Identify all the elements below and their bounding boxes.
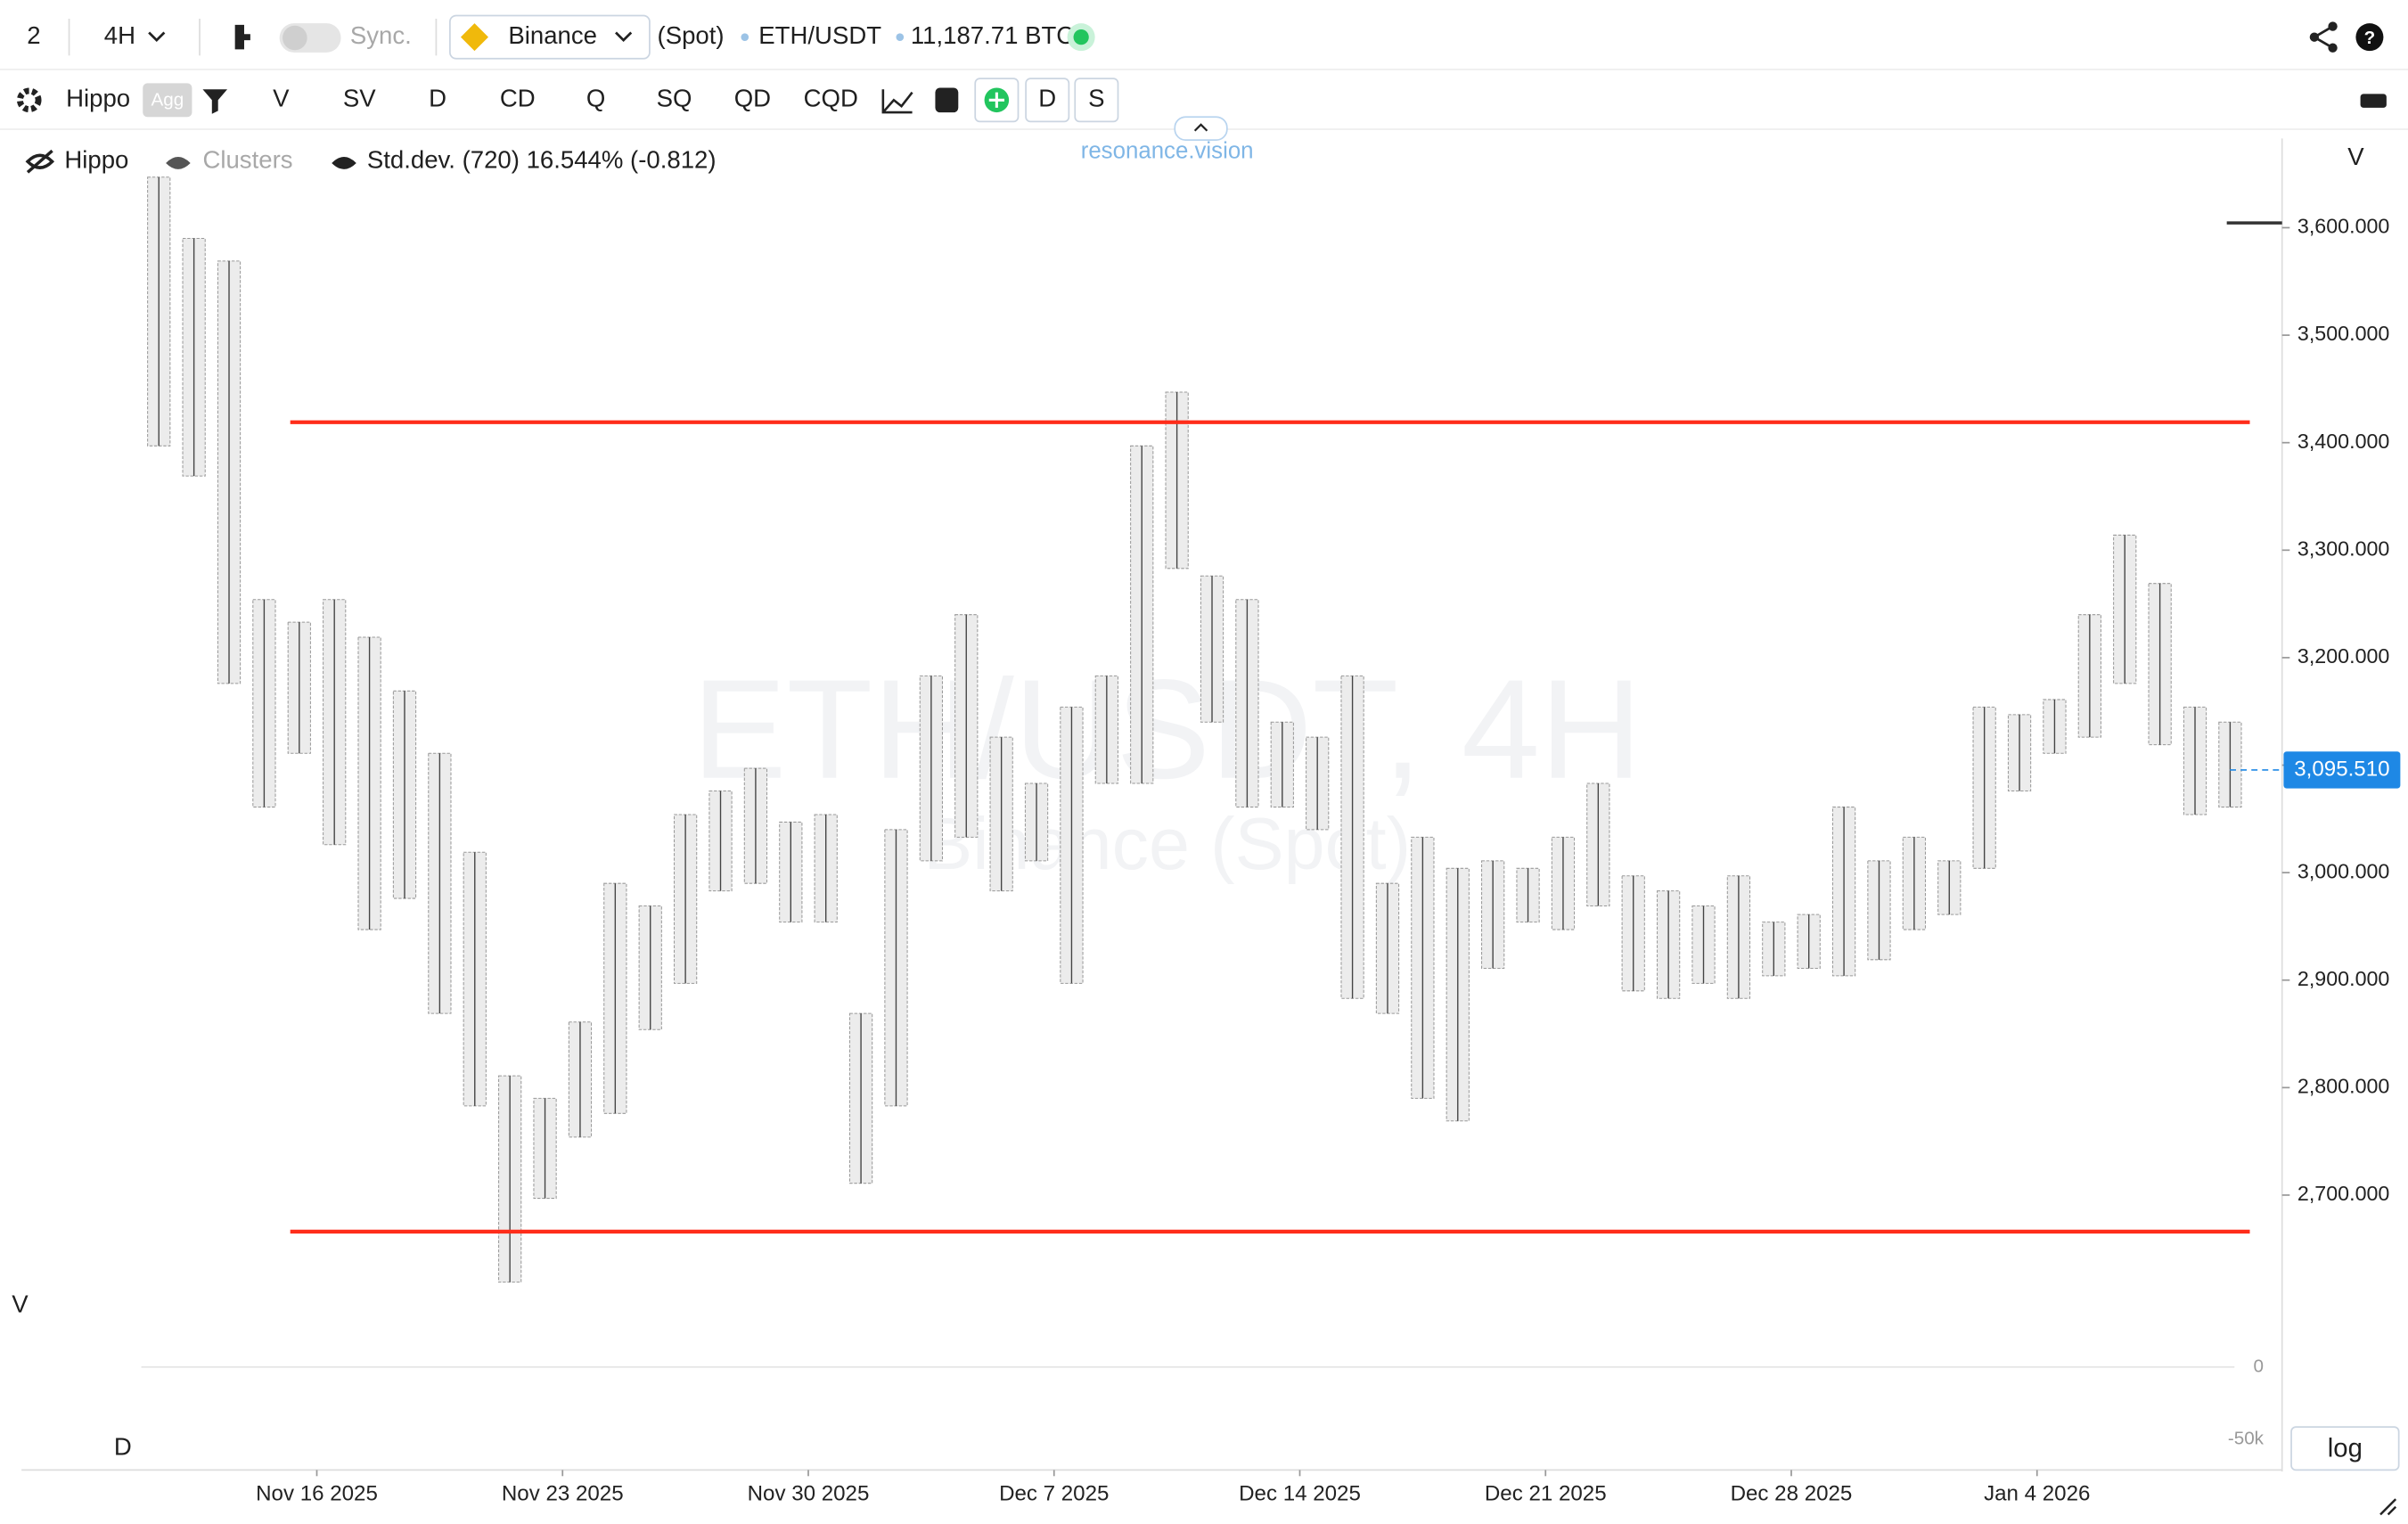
y-tick-label: 3,500.000 [2297,322,2390,345]
layout-count[interactable]: 2 [27,21,40,49]
last-price-label: 3,095.510 [2294,757,2389,781]
market: (Spot) [658,21,725,49]
toolbar-button[interactable]: Q [586,85,605,112]
last-price-badge [2283,751,2401,789]
agg: Agg [151,90,184,111]
help-glyph: ? [2364,28,2376,48]
hide-icon[interactable] [25,149,55,174]
line-chart-icon[interactable] [881,89,913,114]
x-tick-label: Dec 7 2025 [999,1481,1109,1505]
eye-icon[interactable] [166,157,191,169]
volume: 11,187.71 BTC [911,21,1074,49]
toolbar-button[interactable]: CD [500,85,536,112]
x-tick-label: Nov 23 2025 [502,1481,624,1505]
profile-label: V [12,1290,29,1317]
delta-tick-label: -50k [2228,1428,2265,1448]
sync-label: Sync. [350,21,412,49]
toggle-button: D [1038,85,1056,112]
doc-icon[interactable] [935,87,959,113]
chevron [148,31,166,43]
x-tick-label: Nov 30 2025 [748,1481,870,1505]
toolbar-button[interactable]: SQ [657,85,692,112]
filter-icon[interactable] [202,89,228,114]
toolbar-button[interactable]: QD [734,85,771,112]
resize-icon[interactable] [2379,1498,2397,1516]
delta-tick-label: 0 [2254,1356,2265,1376]
dot [896,33,905,41]
y-tick-label: 3,300.000 [2297,537,2390,560]
y-tick-label: 3,200.000 [2297,644,2390,668]
eye-icon[interactable] [332,157,356,169]
symbol[interactable]: ETH/USDT [758,21,881,49]
y-tick-label: 3,000.000 [2297,859,2390,882]
dot [741,33,749,41]
legend-clusters: Clusters [202,146,292,174]
chevron [1193,123,1208,132]
toolbar-button[interactable]: SV [343,85,376,112]
interval[interactable]: 4H [104,21,135,49]
log-label: log [2328,1434,2363,1463]
x-tick-label: Dec 14 2025 [1239,1481,1361,1505]
toggle-box[interactable] [1074,78,1119,123]
y-tick-label: 3,400.000 [2297,430,2390,453]
x-tick-label: Nov 16 2025 [256,1481,378,1505]
toggle-box[interactable] [1025,78,1070,123]
indicator[interactable]: Hippo [66,85,130,112]
toolbar-button[interactable]: D [429,85,446,112]
chart-type-icon[interactable] [234,24,250,50]
toolbar-button[interactable]: V [273,85,290,112]
toggle-knob [283,25,307,51]
legend-hippo: Hippo [64,146,128,174]
help-icon[interactable] [2355,23,2384,52]
y-tick-label: 2,900.000 [2297,967,2390,990]
collapse-tab[interactable] [1174,116,1228,141]
delta-label: D [114,1433,132,1461]
x-tick-label: Dec 21 2025 [1485,1481,1607,1505]
chevron [615,31,633,43]
ruler-icon[interactable] [2360,94,2387,108]
share-icon[interactable] [2309,21,2338,53]
exchange: Binance [508,21,597,49]
settings-icon[interactable] [16,87,42,113]
plus [988,92,1004,108]
log-button[interactable] [2290,1426,2400,1471]
agg-badge[interactable] [143,83,192,118]
legend-stddev: Std.dev. (720) 16.544% (-0.812) [367,146,717,174]
status-dot [1073,29,1089,45]
watermark-symbol: ETH/USDT, 4H [692,650,1642,808]
x-tick-label: Jan 4 2026 [1984,1481,2090,1505]
toolbar-button[interactable]: CQD [804,85,858,112]
brand[interactable]: resonance.vision [1081,139,1254,164]
y-tick-label: 2,700.000 [2297,1182,2390,1205]
exchange-select[interactable] [449,14,651,60]
volume-label[interactable]: V [2347,143,2364,170]
y-tick-label: 2,800.000 [2297,1074,2390,1097]
y-tick-label: 3,600.000 [2297,215,2390,238]
toggle-button: S [1088,85,1104,112]
x-tick-label: Dec 28 2025 [1731,1481,1853,1505]
